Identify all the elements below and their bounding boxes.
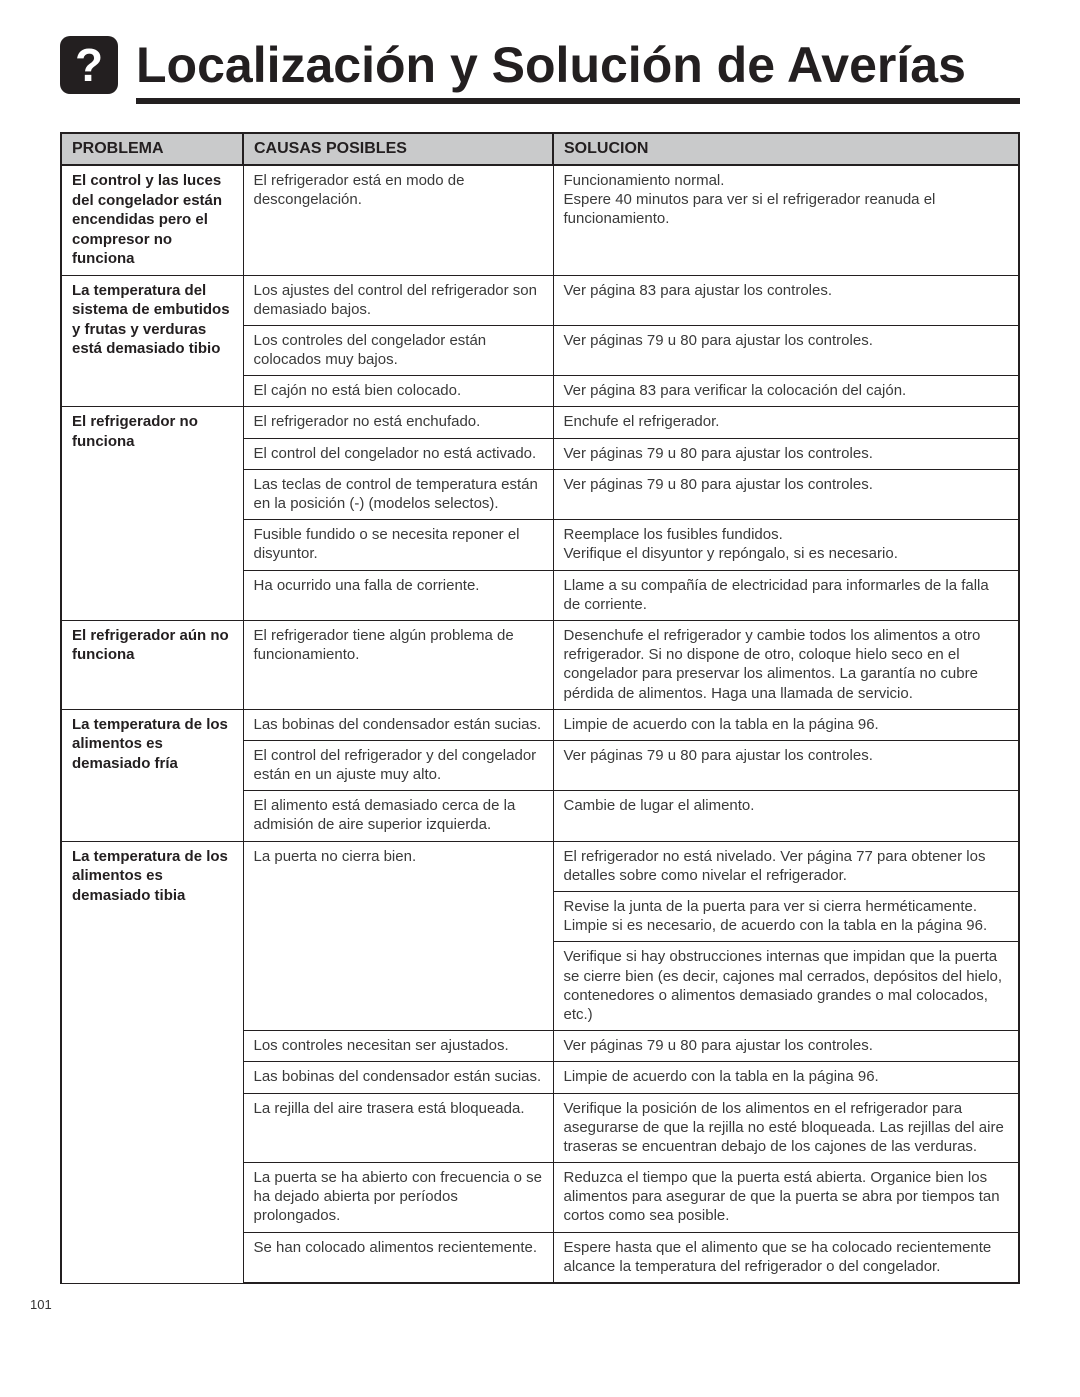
cell-causa: Las bobinas del condensador están sucias…	[243, 709, 553, 740]
cell-solucion: Espere hasta que el alimento que se ha c…	[553, 1232, 1019, 1283]
table-body: El control y las luces del congelador es…	[61, 165, 1019, 1283]
page-number: 101	[30, 1297, 52, 1312]
cell-solucion: Ver páginas 79 u 80 para ajustar los con…	[553, 1031, 1019, 1062]
title-underline	[136, 98, 1020, 104]
cell-solucion: Ver páginas 79 u 80 para ajustar los con…	[553, 469, 1019, 519]
page-title: Localización y Solución de Averías	[136, 36, 966, 94]
cell-causa: Los controles del congelador están coloc…	[243, 325, 553, 375]
cell-solucion: Verifique si hay obstrucciones internas …	[553, 942, 1019, 1031]
cell-solucion: El refrigerador no está nivelado. Ver pá…	[553, 841, 1019, 891]
cell-causa: Las teclas de control de temperatura est…	[243, 469, 553, 519]
cell-solucion: Cambie de lugar el alimento.	[553, 791, 1019, 841]
cell-solucion: Verifique la posición de los alimentos e…	[553, 1093, 1019, 1163]
cell-causa: Los ajustes del control del refrigerador…	[243, 275, 553, 325]
table-row: El control y las luces del congelador es…	[61, 165, 1019, 275]
cell-causa: La puerta no cierra bien.	[243, 841, 553, 1031]
cell-solucion: Reemplace los fusibles fundidos.Verifiqu…	[553, 520, 1019, 570]
troubleshooting-table: PROBLEMA CAUSAS POSIBLES SOLUCION El con…	[60, 132, 1020, 1284]
cell-solucion: Ver página 83 para ajustar los controles…	[553, 275, 1019, 325]
cell-solucion: Funcionamiento normal.Espere 40 minutos …	[553, 165, 1019, 275]
page: ? Localización y Solución de Averías PRO…	[0, 0, 1080, 1324]
title-row: ? Localización y Solución de Averías	[60, 36, 1020, 94]
cell-causa: La puerta se ha abierto con frecuencia o…	[243, 1163, 553, 1233]
cell-problema: El refrigerador no funciona	[61, 407, 243, 621]
cell-solucion: Ver página 83 para verificar la colocaci…	[553, 376, 1019, 407]
header-problema: PROBLEMA	[61, 133, 243, 165]
cell-causa: El refrigerador tiene algún problema de …	[243, 620, 553, 709]
cell-causa: Ha ocurrido una falla de corriente.	[243, 570, 553, 620]
table-row: La temperatura del sistema de embutidos …	[61, 275, 1019, 325]
cell-solucion: Ver páginas 79 u 80 para ajustar los con…	[553, 740, 1019, 790]
cell-causa: El control del refrigerador y del congel…	[243, 740, 553, 790]
cell-solucion: Revise la junta de la puerta para ver si…	[553, 892, 1019, 942]
cell-solucion: Ver páginas 79 u 80 para ajustar los con…	[553, 438, 1019, 469]
cell-causa: El refrigerador está en modo de desconge…	[243, 165, 553, 275]
cell-causa: El control del congelador no está activa…	[243, 438, 553, 469]
cell-causa: El cajón no está bien colocado.	[243, 376, 553, 407]
cell-problema: El refrigerador aún no funciona	[61, 620, 243, 709]
cell-solucion: Limpie de acuerdo con la tabla en la pág…	[553, 1062, 1019, 1093]
cell-causa: Las bobinas del condensador están sucias…	[243, 1062, 553, 1093]
cell-solucion: Enchufe el refrigerador.	[553, 407, 1019, 438]
table-row: La temperatura de los alimentos es demas…	[61, 841, 1019, 891]
table-header-row: PROBLEMA CAUSAS POSIBLES SOLUCION	[61, 133, 1019, 165]
cell-problema: La temperatura de los alimentos es demas…	[61, 709, 243, 841]
cell-causa: Los controles necesitan ser ajustados.	[243, 1031, 553, 1062]
table-row: La temperatura de los alimentos es demas…	[61, 709, 1019, 740]
cell-causa: Fusible fundido o se necesita reponer el…	[243, 520, 553, 570]
cell-solucion: Llame a su compañía de electricidad para…	[553, 570, 1019, 620]
cell-causa: La rejilla del aire trasera está bloquea…	[243, 1093, 553, 1163]
question-glyph: ?	[75, 42, 103, 88]
cell-solucion: Ver páginas 79 u 80 para ajustar los con…	[553, 325, 1019, 375]
cell-problema: La temperatura del sistema de embutidos …	[61, 275, 243, 407]
header-causas: CAUSAS POSIBLES	[243, 133, 553, 165]
cell-causa: El alimento está demasiado cerca de la a…	[243, 791, 553, 841]
table-row: El refrigerador aún no funcionaEl refrig…	[61, 620, 1019, 709]
cell-problema: El control y las luces del congelador es…	[61, 165, 243, 275]
cell-solucion: Desenchufe el refrigerador y cambie todo…	[553, 620, 1019, 709]
header-solucion: SOLUCION	[553, 133, 1019, 165]
cell-solucion: Limpie de acuerdo con la tabla en la pág…	[553, 709, 1019, 740]
table-row: El refrigerador no funcionaEl refrigerad…	[61, 407, 1019, 438]
cell-causa: Se han colocado alimentos recientemente.	[243, 1232, 553, 1283]
cell-solucion: Reduzca el tiempo que la puerta está abi…	[553, 1163, 1019, 1233]
question-icon: ?	[60, 36, 118, 94]
cell-problema: La temperatura de los alimentos es demas…	[61, 841, 243, 1283]
cell-causa: El refrigerador no está enchufado.	[243, 407, 553, 438]
